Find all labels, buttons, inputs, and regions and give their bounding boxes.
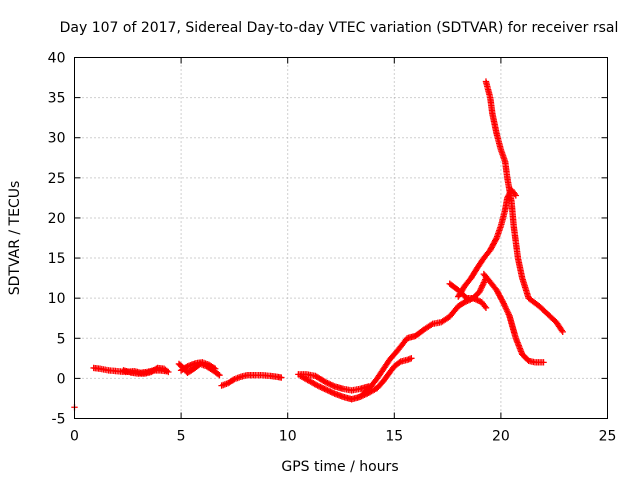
y-tick-label: 10 (48, 291, 66, 307)
plot-frame (74, 57, 608, 419)
series-evening-secondary (480, 270, 547, 366)
data-point (540, 359, 547, 366)
y-tick-label: 30 (48, 131, 66, 147)
series-evening-peak-decay (482, 78, 566, 336)
x-tick-label: 0 (70, 429, 79, 445)
y-tick-label: -5 (52, 412, 66, 428)
data-point (214, 371, 222, 378)
data-point (210, 364, 218, 372)
y-tick-label: 20 (48, 211, 66, 227)
data-point (314, 382, 321, 389)
data-point (216, 371, 223, 379)
data-point (229, 376, 237, 384)
data-point (321, 385, 328, 393)
data-point (322, 379, 330, 386)
series-early-morning-2 (120, 364, 172, 377)
data-point (469, 294, 477, 302)
data-points (71, 78, 566, 411)
data-point (163, 367, 171, 375)
x-tick-label: 5 (177, 429, 186, 445)
data-point (461, 298, 468, 306)
x-tick-label: 25 (599, 429, 617, 445)
data-point (327, 388, 334, 395)
series-late-morning (218, 371, 285, 389)
data-point (499, 297, 506, 305)
data-point (558, 327, 566, 334)
data-point (328, 389, 335, 396)
chart-title: Day 107 of 2017, Sidereal Day-to-day VTE… (60, 20, 619, 36)
data-point (320, 385, 327, 392)
data-point (408, 355, 415, 362)
y-tick-label: 40 (48, 51, 66, 67)
data-point (325, 387, 333, 395)
data-point (471, 295, 478, 303)
data-point (318, 384, 326, 391)
data-point (482, 304, 490, 311)
data-point (325, 380, 333, 387)
y-tick-label: 5 (57, 331, 66, 347)
data-point (329, 382, 337, 389)
y-tick-label: 25 (48, 171, 66, 187)
x-axis-label: GPS time / hours (281, 459, 398, 475)
data-point (212, 365, 219, 372)
data-point (472, 296, 480, 303)
series-afternoon-rise (359, 274, 490, 398)
x-tick-label: 10 (279, 429, 297, 445)
data-point (327, 381, 334, 388)
y-tick-label: 35 (48, 91, 66, 107)
data-point (278, 374, 285, 381)
data-point (322, 386, 330, 393)
grid-lines (74, 57, 608, 419)
data-point (328, 381, 335, 389)
y-axis-label: SDTVAR / TECUs (7, 181, 23, 296)
data-point (317, 383, 324, 391)
series-evening-steep (455, 186, 520, 300)
y-tick-label: 15 (48, 251, 66, 267)
data-point (312, 381, 320, 389)
data-point (492, 236, 500, 243)
series-evening-lower (446, 280, 490, 311)
data-point (165, 368, 172, 376)
data-point (512, 192, 520, 199)
data-point (324, 379, 331, 387)
x-tick-label: 20 (492, 429, 510, 445)
data-point (559, 328, 566, 336)
data-point (329, 389, 337, 397)
data-point (428, 321, 435, 328)
data-point (396, 359, 403, 366)
data-point (474, 296, 481, 304)
data-point (324, 387, 331, 394)
data-point (481, 303, 489, 310)
y-tick-label: 0 (57, 371, 66, 387)
data-point (462, 293, 469, 301)
x-tick-label: 15 (385, 429, 403, 445)
series-mid-morning-2 (177, 359, 219, 374)
data-point (475, 297, 483, 305)
data-point (315, 383, 323, 390)
